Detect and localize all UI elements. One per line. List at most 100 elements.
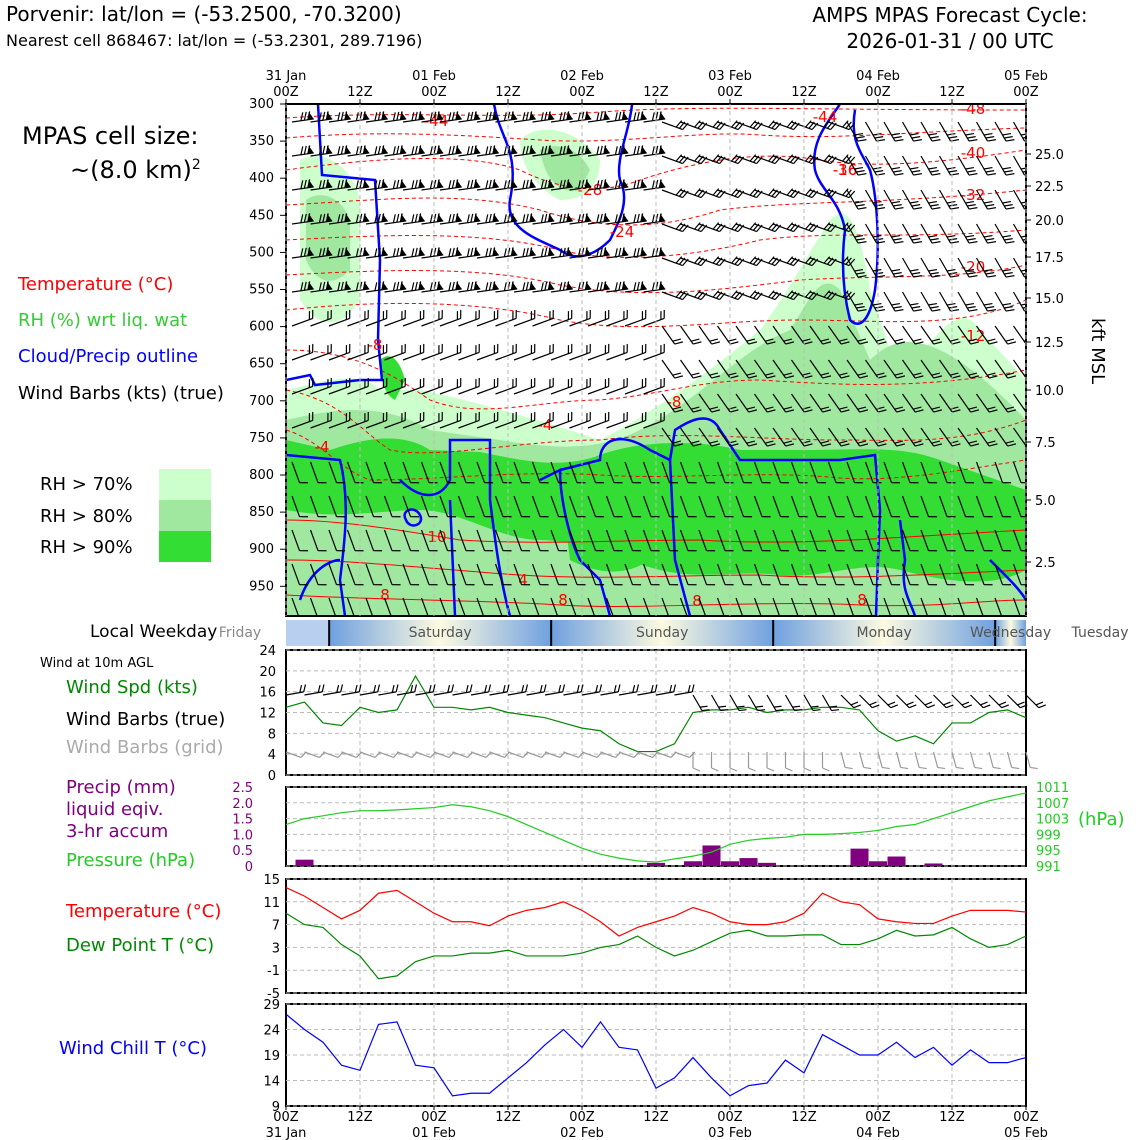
barb-tick	[604, 311, 607, 320]
barb-tick	[515, 309, 517, 319]
wind-barb-406	[402, 461, 420, 484]
wind-barb-138	[624, 213, 647, 225]
barb-tick	[307, 213, 311, 222]
grid-barb-shaft	[895, 751, 902, 768]
barb-tick	[911, 306, 921, 309]
wind-barb-312	[883, 359, 906, 379]
barb-shaft	[1012, 563, 1022, 585]
barb-tick	[725, 516, 734, 518]
barb-tick	[322, 281, 326, 291]
pressure-tick-750: 750	[249, 431, 274, 446]
barb-shaft	[883, 359, 898, 379]
barb-tick	[983, 302, 993, 306]
barb-tick	[928, 482, 938, 484]
barb-shaft	[365, 385, 387, 395]
barb-tick	[690, 338, 700, 342]
wind-tick-0: 0	[268, 769, 276, 784]
barb-tick	[451, 111, 455, 121]
barb-tick	[854, 200, 864, 204]
barb-tick	[762, 516, 771, 518]
barb-tick	[510, 179, 514, 188]
wind-barb-296	[587, 343, 610, 361]
barb-tick	[466, 146, 470, 155]
surface-barb-shaft	[821, 694, 833, 711]
barb-shaft	[291, 563, 301, 585]
temperature-label-7: -24	[610, 223, 635, 241]
wind-barb-504	[735, 529, 753, 552]
barb-tick	[325, 179, 329, 188]
barb-shaft	[846, 427, 861, 447]
barb-shaft	[994, 155, 1007, 176]
barb-tick	[447, 550, 457, 552]
barb-tick	[414, 281, 418, 291]
precip-bar-3	[702, 845, 721, 866]
barb-tick	[584, 179, 588, 188]
barb-tick	[780, 516, 790, 518]
surface-barb-tick	[812, 709, 821, 712]
barb-tick	[854, 234, 864, 238]
barb-tick	[510, 213, 514, 222]
barb-tick	[690, 372, 700, 376]
pressure-tick-1007: 1007	[1036, 797, 1069, 812]
barb-shaft	[994, 189, 1007, 210]
barb-shaft	[587, 529, 597, 551]
barb-shaft	[976, 325, 990, 345]
wind-barb-53	[532, 145, 555, 157]
barb-tick	[626, 343, 628, 353]
barb-shaft	[402, 529, 412, 551]
barb-tick	[854, 166, 864, 170]
barb-tick	[1005, 406, 1015, 410]
barb-tick	[566, 111, 570, 120]
grid-barb-shaft	[526, 751, 542, 759]
barb-tick	[340, 145, 344, 155]
barb-tick	[540, 248, 544, 257]
barb-shaft	[735, 325, 750, 345]
barb-tick	[345, 413, 348, 422]
barb-tick	[577, 550, 586, 552]
cloud-outline-11	[898, 519, 917, 616]
surface-barb-tick	[1001, 704, 1010, 709]
barb-tick	[857, 338, 867, 342]
surface-barb-shaft	[803, 694, 814, 711]
barb-tick	[451, 179, 455, 189]
wind-barb-265	[754, 325, 776, 345]
wind-barb-349	[828, 393, 850, 413]
barb-shaft	[827, 529, 837, 551]
wind-barb-59	[643, 145, 666, 157]
barb-tick	[525, 213, 529, 223]
barb-tick	[547, 247, 551, 256]
barb-tick	[429, 584, 438, 586]
wind-barb-347	[791, 393, 813, 413]
barb-shaft	[846, 529, 856, 551]
barb-shaft	[809, 495, 819, 517]
wind-barb-248	[439, 309, 462, 327]
barb-tick	[549, 345, 551, 354]
barb-tick	[419, 311, 422, 320]
wind-barb-301	[680, 359, 702, 379]
barb-tick	[948, 136, 958, 139]
barb-tick	[913, 139, 923, 142]
barb-tick	[404, 377, 406, 387]
barb-shaft	[735, 427, 750, 447]
barb-tick	[1025, 375, 1026, 379]
barb-tick	[838, 406, 848, 410]
barb-shaft	[661, 291, 683, 301]
barb-tick	[396, 213, 400, 223]
wind-barb-73	[901, 155, 923, 176]
barb-tick	[984, 516, 993, 518]
barb-tick	[503, 214, 507, 223]
barb-shaft	[791, 325, 805, 345]
surface-barb-shaft	[859, 694, 873, 709]
barb-tick	[1005, 338, 1015, 342]
wind-barb-94	[550, 179, 573, 191]
barb-tick	[614, 584, 623, 586]
barb-tick	[466, 516, 475, 518]
surface-barb-37	[970, 694, 991, 709]
barb-tick	[374, 282, 378, 291]
pressure-tick-900: 900	[249, 542, 274, 557]
wind-barb-449	[457, 495, 475, 518]
wind-barb-84	[365, 179, 388, 191]
barb-tick	[669, 516, 679, 518]
barb-tick	[928, 584, 938, 586]
wind-barb-7	[421, 111, 444, 123]
